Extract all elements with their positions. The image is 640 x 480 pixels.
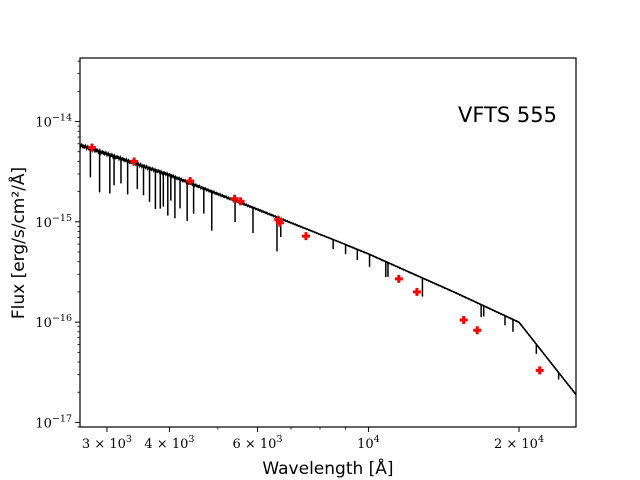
- plot-frame: [79, 57, 577, 428]
- star-name-annotation: VFTS 555: [458, 103, 557, 127]
- x-tick-label: 3 × 103: [82, 434, 132, 452]
- y-tick-label: 10−17: [35, 413, 72, 431]
- y-tick-label: 10−14: [35, 113, 72, 131]
- spectrum-layer: [80, 142, 576, 396]
- photometry-point: [87, 143, 96, 152]
- y-axis-title: Flux [erg/s/cm²/Å]: [7, 167, 29, 319]
- photometry-point: [230, 194, 239, 203]
- x-tick-label: 6 × 103: [232, 434, 282, 452]
- x-tick-label: 104: [357, 434, 380, 452]
- photometry-layer: [87, 143, 544, 375]
- spectrum-continuum: [80, 142, 576, 396]
- x-tick-label: 2 × 104: [494, 434, 544, 452]
- y-tick-label: 10−16: [35, 313, 72, 331]
- x-axis-title: Wavelength [Å]: [262, 457, 393, 479]
- photometry-point: [301, 232, 310, 241]
- photometry-point: [130, 157, 139, 166]
- photometry-point: [394, 274, 403, 283]
- photometry-point: [236, 197, 245, 206]
- ticks-layer: 10−17 10−16 10−15 10−14 3 × 103 4 × 103 6 × 10…: [35, 60, 544, 452]
- x-tick-label: 4 × 103: [144, 434, 194, 452]
- photometry-point: [275, 218, 284, 227]
- photometry-point: [473, 326, 482, 335]
- photometry-point: [535, 366, 544, 375]
- photometry-point: [186, 177, 195, 186]
- y-tick-label: 10−15: [35, 213, 72, 231]
- photometry-point: [459, 315, 468, 324]
- photometry-point: [412, 287, 421, 296]
